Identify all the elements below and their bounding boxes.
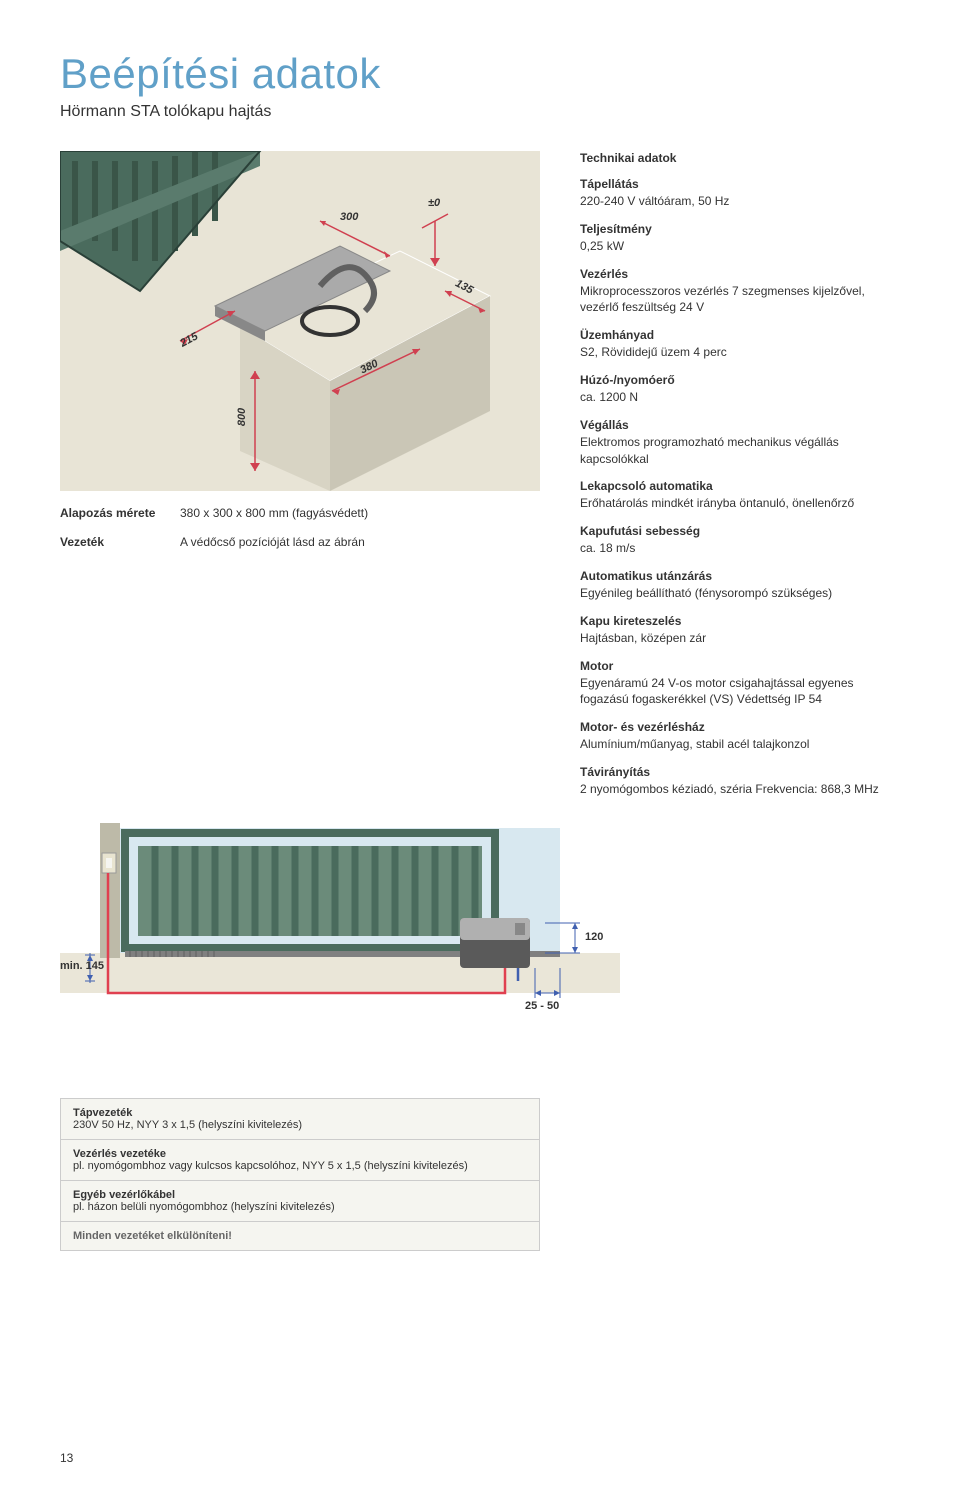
housing-value: Alumínium/műanyag, stabil acél talajkonz… — [580, 736, 900, 753]
cable-control-heading: Vezérlés vezetéke — [73, 1148, 527, 1160]
foundation-label: Alapozás mérete — [60, 506, 180, 520]
tech-heading: Technikai adatok — [580, 151, 900, 165]
cable-label: Vezeték — [60, 535, 180, 549]
remote-heading: Távirányítás — [580, 765, 900, 779]
dim-120: 120 — [585, 931, 603, 943]
cable-spec-table: Tápvezeték 230V 50 Hz, NYY 3 x 1,5 (hely… — [60, 1098, 540, 1251]
unlock-heading: Kapu kireteszelés — [580, 614, 900, 628]
page-title: Beépítési adatok — [60, 50, 900, 98]
limit-value: Elektromos programozható mechanikus végá… — [580, 434, 900, 468]
speed-heading: Kapufutási sebesség — [580, 524, 900, 538]
power-supply-heading: Tápellátás — [580, 177, 900, 191]
page-subtitle: Hörmann STA tolókapu hajtás — [60, 103, 900, 121]
housing-heading: Motor- és vezérlésház — [580, 720, 900, 734]
speed-value: ca. 18 m/s — [580, 540, 900, 557]
installation-diagram-top: 300 ±0 215 135 800 380 — [60, 151, 540, 491]
duty-value: S2, Rövididejű üzem 4 perc — [580, 344, 900, 361]
cable-value: A védőcső pozícióját lásd az ábrán — [180, 535, 365, 549]
cable-control-value: pl. nyomógombhoz vagy kulcsos kapcsolóho… — [73, 1160, 527, 1172]
force-value: ca. 1200 N — [580, 389, 900, 406]
page-number: 13 — [60, 1451, 900, 1465]
power-heading: Teljesítmény — [580, 222, 900, 236]
cable-power-value: 230V 50 Hz, NYY 3 x 1,5 (helyszíni kivit… — [73, 1119, 527, 1131]
dim-800: 800 — [236, 408, 248, 426]
power-value: 0,25 kW — [580, 238, 900, 255]
unlock-value: Hajtásban, középen zár — [580, 630, 900, 647]
control-value: Mikroprocesszoros vezérlés 7 szegmenses … — [580, 283, 900, 317]
motor-value: Egyenáramú 24 V-os motor csigahajtással … — [580, 675, 900, 709]
installation-diagram-bottom: min. 145 120 25 - 50 — [60, 818, 900, 1018]
cable-other-heading: Egyéb vezérlőkábel — [73, 1189, 527, 1201]
cable-power-heading: Tápvezeték — [73, 1107, 527, 1119]
autoclose-heading: Automatikus utánzárás — [580, 569, 900, 583]
power-supply-value: 220-240 V váltóáram, 50 Hz — [580, 193, 900, 210]
remote-value: 2 nyomógombos kéziadó, széria Frekvencia… — [580, 781, 900, 798]
force-heading: Húzó-/nyomóerő — [580, 373, 900, 387]
dim-25-50: 25 - 50 — [525, 1000, 559, 1012]
cable-other-value: pl. házon belüli nyomógombhoz (helyszíni… — [73, 1201, 527, 1213]
dim-min145: min. 145 — [60, 960, 104, 972]
dim-300: 300 — [340, 211, 358, 223]
foundation-value: 380 x 300 x 800 mm (fagyásvédett) — [180, 506, 368, 520]
cutoff-heading: Lekapcsoló automatika — [580, 479, 900, 493]
limit-heading: Végállás — [580, 418, 900, 432]
autoclose-value: Egyénileg beállítható (fénysorompó szüks… — [580, 585, 900, 602]
dim-plus0: ±0 — [428, 197, 440, 209]
motor-heading: Motor — [580, 659, 900, 673]
cutoff-value: Erőhatárolás mindkét irányba öntanuló, ö… — [580, 495, 900, 512]
control-heading: Vezérlés — [580, 267, 900, 281]
duty-heading: Üzemhányad — [580, 328, 900, 342]
cable-warning: Minden vezetéket elkülöníteni! — [73, 1230, 527, 1242]
